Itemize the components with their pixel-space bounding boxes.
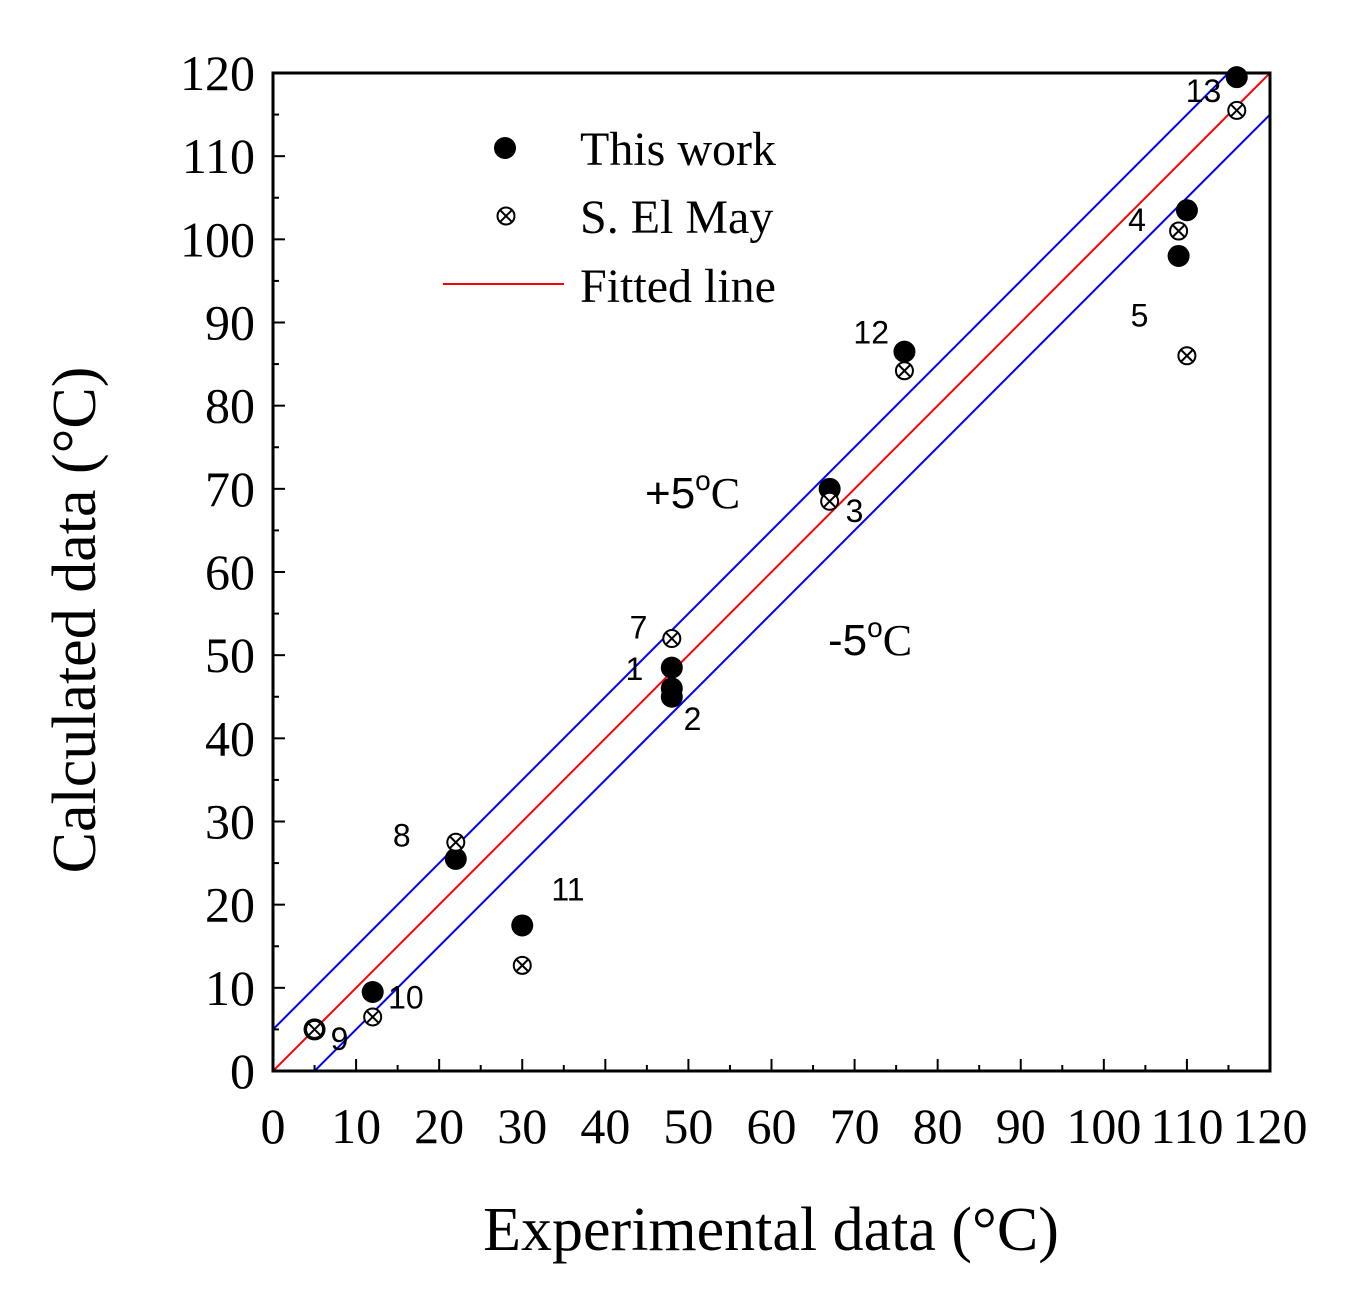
point-this-work — [511, 914, 534, 937]
band-label-minus: -5oC — [828, 612, 912, 665]
band-label-plus-unit: C — [711, 469, 740, 518]
legend-label-fitted: Fitted line — [580, 260, 776, 313]
point-this-work — [361, 980, 384, 1003]
svg-text:+5oC: +5oC — [645, 465, 740, 518]
band-label-plus-value: +5 — [645, 469, 695, 518]
y-tick-label: 50 — [205, 627, 255, 683]
y-tick-label: 70 — [205, 461, 255, 517]
x-tick-label: 60 — [747, 1098, 797, 1154]
point-label: 13 — [1186, 73, 1222, 109]
y-tick-labels: 0 10 20 30 40 50 60 70 80 90 100 110 120 — [180, 45, 255, 1099]
y-tick-label: 30 — [205, 794, 255, 850]
point-el-may — [1227, 100, 1247, 120]
y-tick-label: 110 — [182, 128, 255, 184]
point-label: 4 — [1128, 202, 1146, 238]
plot-frame — [271, 71, 1272, 1073]
point-this-work — [1167, 244, 1190, 267]
x-tick-labels: 0 10 20 30 40 50 60 70 80 90 100 110 120 — [261, 1098, 1308, 1154]
y-tick-label: 10 — [205, 960, 255, 1016]
band-label-plus: +5oC — [645, 465, 740, 518]
point-label: 8 — [393, 817, 411, 853]
point-label: 7 — [630, 610, 648, 646]
data-points — [303, 66, 1248, 1041]
x-tick-label: 50 — [663, 1098, 713, 1154]
y-tick-label: 40 — [205, 710, 255, 766]
point-el-may — [446, 832, 466, 852]
point-label: 3 — [846, 493, 864, 529]
point-this-work — [893, 340, 916, 363]
legend-label-el-may: S. El May — [580, 191, 773, 244]
reference-lines — [273, 73, 1270, 1071]
x-tick-label: 80 — [913, 1098, 963, 1154]
legend-label-this-work: This work — [580, 123, 776, 176]
legend-marker-el-may — [496, 206, 516, 226]
point-this-work — [660, 656, 683, 679]
point-el-may — [512, 955, 532, 975]
point-el-may — [894, 361, 914, 381]
band-label-minus-unit: C — [883, 616, 912, 665]
y-tick-label: 60 — [205, 544, 255, 600]
x-tick-label: 0 — [261, 1098, 286, 1154]
point-el-may — [1169, 221, 1189, 241]
y-tick-label: 80 — [205, 378, 255, 434]
point-this-work — [660, 685, 683, 708]
band-label-minus-degree: o — [867, 612, 883, 643]
x-axis-label: Experimental data (°C) — [483, 1196, 1059, 1264]
x-tick-label: 90 — [996, 1098, 1046, 1154]
point-label: 10 — [388, 980, 424, 1016]
point-this-work — [444, 847, 467, 870]
x-tick-label: 120 — [1233, 1098, 1308, 1154]
x-tick-label: 100 — [1066, 1098, 1141, 1154]
legend: This work S. El May Fitted line — [443, 123, 776, 313]
point-el-may — [820, 491, 840, 511]
x-tick-label: 70 — [830, 1098, 880, 1154]
y-tick-label: 0 — [230, 1043, 255, 1099]
point-label: 1 — [626, 651, 644, 687]
point-this-work — [1175, 199, 1198, 222]
point-label: 9 — [331, 1021, 349, 1057]
point-el-may — [305, 1019, 325, 1039]
band-label-minus-value: -5 — [828, 616, 867, 665]
y-tick-label: 100 — [180, 211, 255, 267]
line--5-c — [273, 73, 1230, 1031]
y-tick-label: 90 — [205, 295, 255, 351]
x-tick-label: 20 — [414, 1098, 464, 1154]
point-label: 5 — [1131, 298, 1149, 334]
svg-text:-5oC: -5oC — [828, 612, 912, 665]
x-tick-label: 30 — [497, 1098, 547, 1154]
point-el-may — [662, 629, 682, 649]
point-label: 2 — [684, 701, 702, 737]
point-el-may — [363, 1007, 383, 1027]
line--5-c — [313, 113, 1270, 1071]
point-el-may — [1177, 346, 1197, 366]
band-label-plus-degree: o — [695, 465, 711, 496]
y-tick-label: 20 — [205, 877, 255, 933]
line-fitted-line — [273, 73, 1270, 1071]
point-this-work — [1225, 66, 1248, 89]
point-label: 11 — [551, 872, 584, 908]
x-tick-label: 40 — [580, 1098, 630, 1154]
legend-marker-this-work — [494, 137, 516, 159]
y-tick-label: 120 — [180, 45, 255, 101]
x-tick-label: 110 — [1150, 1098, 1223, 1154]
y-axis-label: Calculated data (°C) — [41, 367, 109, 874]
point-label: 12 — [853, 314, 889, 350]
x-tick-label: 10 — [331, 1098, 381, 1154]
